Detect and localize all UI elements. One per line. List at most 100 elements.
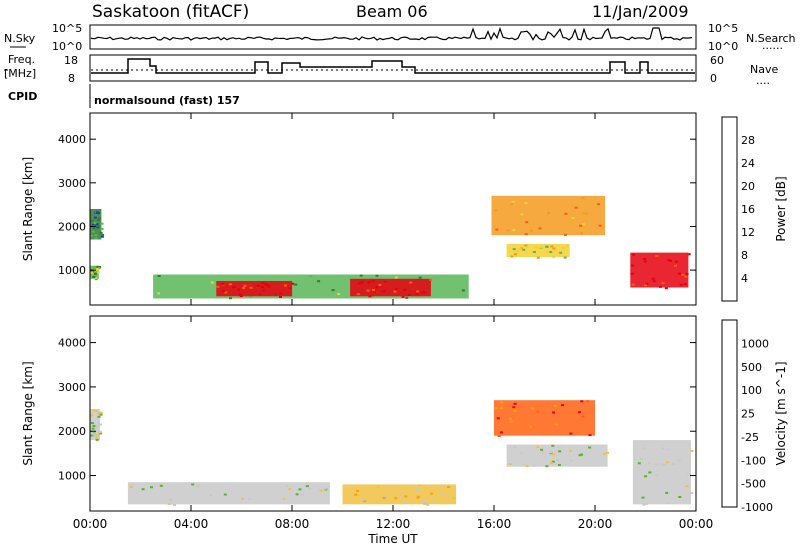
data-region (491, 195, 606, 236)
x-axis-label: Time UT (367, 532, 418, 546)
data-speckle (525, 221, 529, 224)
data-speckle (98, 431, 102, 434)
data-speckle (424, 500, 428, 503)
data-speckle (666, 501, 670, 504)
data-region (127, 482, 330, 505)
data-speckle (461, 289, 465, 292)
data-speckle (99, 231, 103, 234)
data-speckle (356, 293, 360, 296)
data-speckle (561, 246, 565, 249)
data-speckle (520, 213, 524, 216)
colorbar-tick-label: 500 (741, 361, 762, 374)
data-speckle (509, 417, 512, 420)
data-speckle (574, 206, 578, 209)
data-speckle (678, 496, 682, 498)
data-speckle (288, 488, 292, 491)
nave-tick-top: 60 (710, 54, 724, 67)
data-speckle (264, 283, 268, 286)
data-speckle (279, 292, 283, 295)
x-tick-label: 16:00 (477, 517, 512, 531)
data-speckle (416, 495, 420, 498)
data-speckle (294, 283, 298, 286)
data-speckle (221, 282, 225, 285)
data-speckle (531, 407, 535, 410)
data-region (342, 484, 457, 505)
data-speckle (669, 259, 673, 262)
data-speckle (363, 500, 367, 503)
data-speckle (375, 286, 379, 289)
y-tick-label: 2000 (58, 220, 86, 233)
data-speckle (652, 280, 656, 283)
data-speckle (418, 484, 422, 487)
data-speckle (100, 222, 104, 225)
data-speckle (96, 210, 100, 213)
data-speckle (588, 434, 592, 437)
data-speckle (94, 436, 98, 439)
data-speckle (232, 286, 236, 289)
noise-tick-left-bottom: 10^0 (52, 40, 82, 53)
data-speckle (224, 291, 228, 294)
data-speckle (416, 489, 420, 492)
data-speckle (661, 447, 665, 450)
data-speckle (223, 493, 227, 496)
data-speckle (585, 212, 588, 215)
data-speckle (643, 260, 647, 263)
data-speckle (284, 485, 288, 488)
data-speckle (237, 288, 241, 291)
data-speckle (683, 283, 687, 286)
data-speckle (637, 462, 641, 465)
data-speckle (513, 410, 517, 413)
data-speckle (647, 462, 651, 465)
data-speckle (366, 289, 370, 292)
data-speckle (228, 283, 232, 286)
data-speckle (510, 255, 514, 258)
data-speckle (90, 271, 93, 274)
colorbar-tick-label: 24 (741, 157, 755, 170)
y-tick-label: 3000 (58, 177, 86, 190)
data-speckle (90, 434, 94, 437)
data-speckle (372, 290, 376, 293)
data-speckle (96, 219, 100, 222)
colorbar-tick-label: 12 (741, 226, 755, 239)
data-speckle (603, 452, 607, 455)
colorbar-tick-label: 1000 (741, 337, 769, 350)
data-speckle (94, 409, 98, 412)
data-speckle (499, 431, 503, 434)
data-speckle (382, 497, 386, 500)
data-speckle (571, 217, 575, 219)
y-tick-label: 1000 (58, 470, 86, 483)
data-speckle (496, 417, 500, 420)
data-speckle (298, 488, 302, 491)
x-tick-label: 04:00 (174, 517, 209, 531)
data-speckle (150, 486, 153, 489)
data-speckle (536, 445, 540, 448)
colorbar-frame (721, 116, 738, 302)
data-speckle (168, 503, 172, 505)
panel-frame (89, 315, 697, 512)
data-speckle (98, 266, 102, 268)
data-speckle (421, 500, 425, 503)
data-speckle (404, 502, 408, 505)
data-speckle (94, 234, 98, 237)
data-speckle (426, 503, 430, 506)
data-speckle (96, 268, 100, 271)
data-speckle (580, 232, 583, 235)
data-speckle (664, 287, 668, 290)
data-speckle (383, 280, 387, 283)
data-speckle (452, 496, 456, 499)
data-speckle (558, 450, 562, 453)
data-speckle (323, 487, 327, 490)
data-speckle (359, 274, 363, 277)
data-speckle (239, 295, 243, 298)
data-speckle (565, 245, 569, 248)
data-speckle (519, 248, 522, 251)
freq-trace (91, 58, 695, 74)
data-speckle (685, 485, 689, 488)
data-speckle (549, 451, 552, 454)
data-speckle (279, 296, 282, 298)
data-speckle (667, 259, 671, 262)
data-speckle (661, 282, 665, 285)
nave-label: Nave (750, 63, 778, 76)
colorbar-tick-label: 25 (741, 408, 755, 421)
site-title: Saskatoon (fitACF) (92, 2, 249, 22)
